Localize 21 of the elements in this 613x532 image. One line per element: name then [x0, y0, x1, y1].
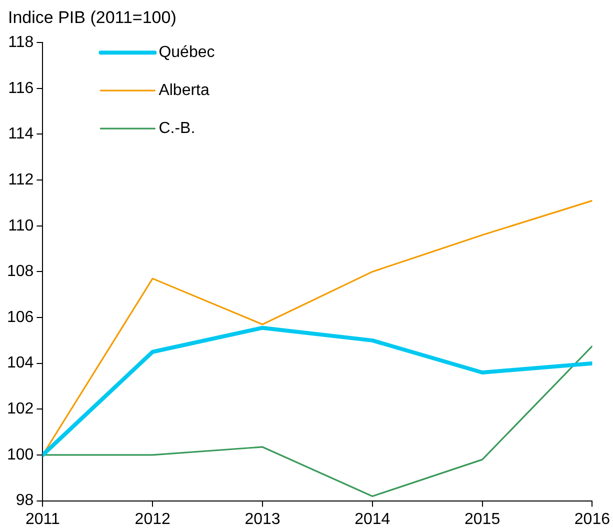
y-tick-label: 98 [16, 492, 34, 510]
y-tick-label: 112 [8, 171, 34, 188]
legend-label: Alberta [158, 82, 210, 100]
legend-label: C.-B. [158, 120, 196, 138]
y-tick-label: 108 [6, 263, 34, 280]
y-axis-title: Indice PIB (2011=100) [8, 8, 176, 28]
y-tick-label: 118 [8, 34, 34, 52]
y-tick-label: 114 [8, 126, 34, 143]
legend-label: Québec [158, 44, 215, 62]
x-tick-label: 2012 [134, 510, 170, 528]
y-tick-label: 116 [8, 80, 34, 97]
x-tick-label: 2011 [25, 510, 60, 528]
x-tick-label: 2013 [244, 510, 280, 528]
y-tick-label: 100 [6, 446, 34, 464]
y-tick-label: 104 [6, 354, 34, 372]
y-tick-label: 102 [6, 400, 34, 418]
x-tick-label: 2016 [574, 510, 610, 528]
x-tick-label: 2014 [354, 510, 390, 528]
y-tick-label: 110 [8, 217, 34, 234]
y-tick-label: 106 [6, 308, 34, 326]
x-tick-label: 2015 [464, 510, 500, 528]
